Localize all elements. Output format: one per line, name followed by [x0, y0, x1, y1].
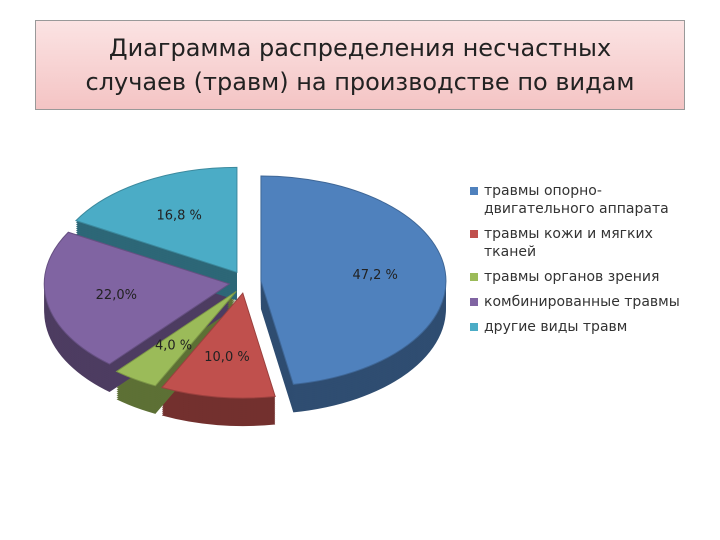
legend-item: травмы кожи и мягких тканей [470, 225, 685, 261]
legend-swatch [470, 298, 478, 306]
data-label: 47,2 % [352, 268, 397, 283]
legend-label: травмы кожи и мягких тканей [484, 226, 653, 260]
slice [260, 175, 447, 385]
legend-item: травмы опорно-двигательного аппарата [470, 182, 685, 218]
legend-label: травмы органов зрения [484, 269, 660, 285]
legend-label: другие виды травм [484, 319, 628, 335]
legend-item: комбинированные травмы [470, 293, 685, 311]
slice [75, 166, 238, 274]
legend-swatch [470, 187, 478, 195]
data-label: 16,8 % [156, 209, 201, 224]
legend-swatch [470, 323, 478, 331]
legend-label: травмы опорно-двигательного аппарата [484, 183, 669, 217]
legend-swatch [470, 230, 478, 238]
legend-item: травмы органов зрения [470, 268, 685, 286]
slice [43, 231, 231, 365]
slice [115, 290, 237, 387]
chart-title: Диаграмма распределения несчастных случа… [35, 20, 685, 110]
slice [161, 292, 276, 399]
legend-label: комбинированные травмы [484, 294, 680, 310]
legend: травмы опорно-двигательного аппарата трав… [470, 182, 685, 343]
data-label: 4,0 % [155, 338, 192, 353]
data-label: 22,0% [96, 288, 137, 303]
legend-item: другие виды травм [470, 318, 685, 336]
data-label: 10,0 % [204, 350, 249, 365]
legend-swatch [470, 273, 478, 281]
